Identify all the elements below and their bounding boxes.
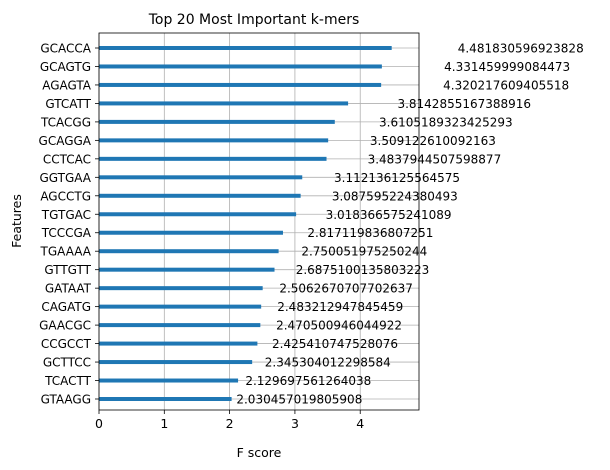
bar bbox=[99, 175, 303, 180]
bar bbox=[99, 341, 258, 346]
bar bbox=[99, 397, 232, 401]
y-tick-label: GTAAGG bbox=[41, 393, 91, 407]
value-label: 2.345304012298584 bbox=[265, 356, 391, 370]
bar bbox=[99, 267, 275, 272]
value-label: 2.817119836807251 bbox=[307, 226, 433, 240]
y-tick-label: CCTCAC bbox=[43, 152, 91, 166]
y-tick-label: AGCCTG bbox=[40, 189, 91, 203]
y-tick-label: GGTGAA bbox=[39, 171, 91, 185]
bar bbox=[99, 46, 392, 50]
y-tick-label: TCACGG bbox=[40, 115, 91, 129]
x-tick-labels: 0 1 2 3 4 bbox=[95, 410, 364, 431]
x-tick-label: 2 bbox=[226, 416, 234, 431]
chart-title: Top 20 Most Important k-mers bbox=[148, 12, 360, 28]
y-tick-label: GCACCA bbox=[40, 42, 91, 56]
x-tick-label: 0 bbox=[95, 416, 103, 431]
y-axis-label: Features bbox=[9, 194, 24, 248]
value-label: 3.509122610092163 bbox=[370, 134, 496, 148]
value-label: 2.425410747528076 bbox=[272, 337, 398, 351]
value-label: 2.030457019805908 bbox=[236, 393, 362, 407]
y-tick-labels: GCACCA GCAGTG AGAGTA GTCATT TCACGG GCAGGA CCTC… bbox=[39, 42, 99, 407]
bar bbox=[99, 212, 297, 217]
y-tick-label: TGTGAC bbox=[41, 208, 91, 222]
value-label: 3.018366575241089 bbox=[326, 208, 452, 222]
bar bbox=[99, 304, 262, 309]
y-tick-label: GCTTCC bbox=[43, 356, 91, 370]
value-label: 2.5062670707702637 bbox=[279, 282, 413, 296]
y-tick-label: AGAGTA bbox=[42, 78, 92, 92]
bar bbox=[99, 230, 283, 235]
x-tick-label: 4 bbox=[356, 416, 364, 431]
y-tick-label: GCAGTG bbox=[40, 60, 91, 74]
y-tick-label: CAGATG bbox=[41, 300, 91, 314]
bar bbox=[99, 64, 382, 69]
y-tick-label: TGAAAA bbox=[40, 245, 92, 259]
value-label: 4.481830596923828 bbox=[458, 42, 584, 56]
bar bbox=[99, 101, 349, 106]
bar bbox=[99, 82, 382, 87]
bar bbox=[99, 249, 279, 254]
value-label: 2.483212947845459 bbox=[277, 300, 403, 314]
bar bbox=[99, 360, 253, 365]
value-label: 4.320217609405518 bbox=[443, 78, 569, 92]
y-tick-label: GTCATT bbox=[45, 97, 91, 111]
value-label: 2.470500946044922 bbox=[276, 319, 402, 333]
bar bbox=[99, 156, 327, 161]
bars bbox=[99, 46, 392, 401]
value-label: 3.8142855167388916 bbox=[397, 97, 531, 111]
bar bbox=[99, 378, 239, 383]
bar bbox=[99, 323, 261, 328]
y-tick-label: GCAGGA bbox=[39, 134, 92, 148]
bar bbox=[99, 119, 335, 124]
value-label: 2.750051975250244 bbox=[301, 245, 427, 259]
x-tick-label: 1 bbox=[160, 416, 168, 431]
value-label: 2.6875100135803223 bbox=[296, 263, 430, 277]
value-label: 3.4837944507598877 bbox=[368, 152, 502, 166]
y-tick-label: GATAAT bbox=[45, 282, 92, 296]
value-label: 2.129697561264038 bbox=[245, 374, 371, 388]
y-tick-label: GAACGC bbox=[39, 319, 91, 333]
value-labels: 4.481830596923828 4.331459999084473 4.3202… bbox=[236, 42, 583, 407]
value-label: 3.112136125564575 bbox=[334, 171, 460, 185]
value-label: 3.087595224380493 bbox=[332, 189, 458, 203]
y-tick-label: CCGCCT bbox=[41, 337, 92, 351]
y-tick-label: GTTGTT bbox=[44, 263, 91, 277]
bar bbox=[99, 193, 301, 198]
bar bbox=[99, 286, 263, 291]
y-tick-label: TCACTT bbox=[44, 374, 92, 388]
bar bbox=[99, 138, 329, 143]
value-label: 3.6105189323425293 bbox=[379, 115, 513, 129]
x-axis-label: F score bbox=[237, 445, 282, 460]
plot-frame bbox=[98, 32, 420, 411]
x-tick-label: 3 bbox=[291, 416, 299, 431]
y-tick-label: TCCCGA bbox=[41, 226, 92, 240]
value-label: 4.331459999084473 bbox=[444, 60, 570, 74]
